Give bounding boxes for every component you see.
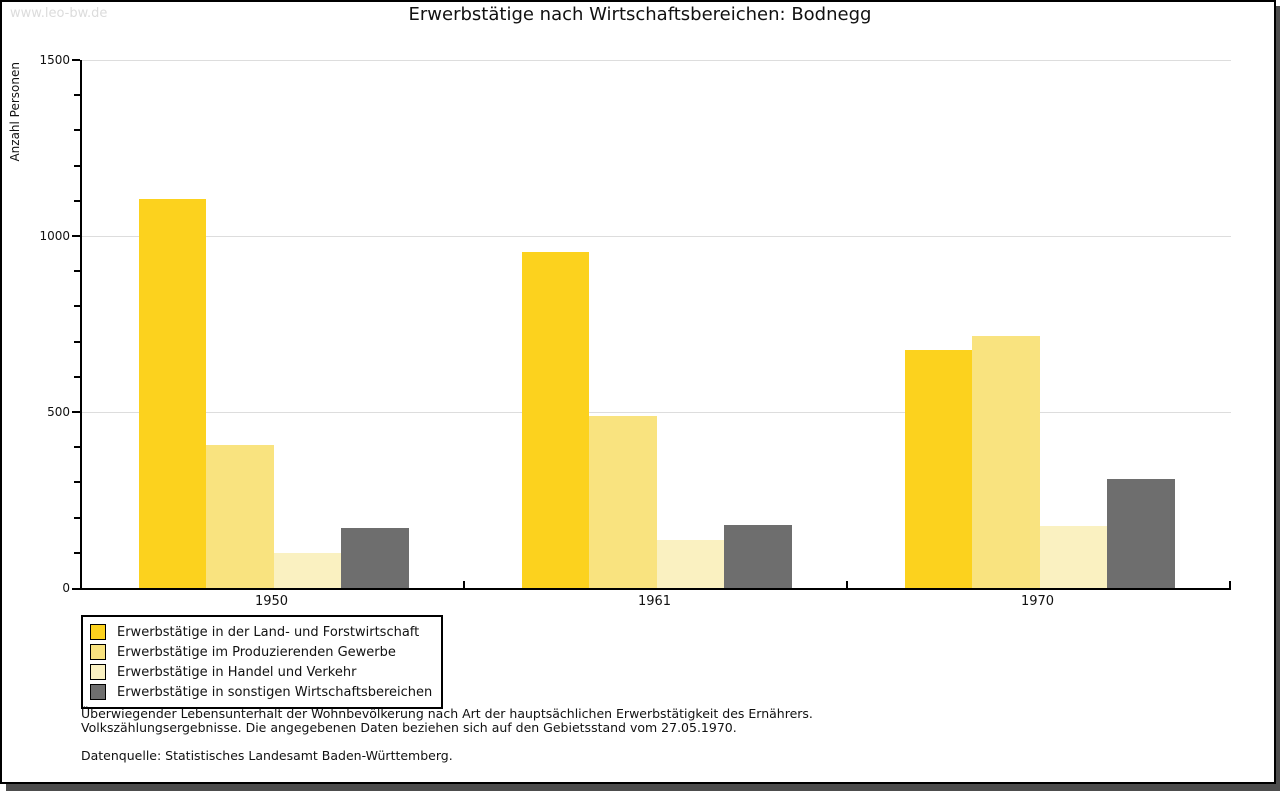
- legend-item: Erwerbstätige in Handel und Verkehr: [90, 662, 432, 682]
- plot-area: [80, 60, 1231, 590]
- bar-1950-series-1: [138, 199, 206, 588]
- bar-1961-series-4: [724, 524, 792, 588]
- y-tick-label-0: 0: [62, 581, 70, 595]
- legend-item-label: Erwerbstätige in Handel und Verkehr: [117, 664, 357, 680]
- y-minor-tick: [74, 199, 80, 202]
- chart-title: Erwerbstätige nach Wirtschaftsbereichen:…: [408, 4, 872, 25]
- y-minor-tick: [74, 94, 80, 97]
- x-tick-label-1970: 1970: [1020, 594, 1055, 609]
- x-tick-label-1950: 1950: [254, 594, 289, 609]
- bar-1950-series-2: [206, 445, 274, 588]
- legend-item-label: Erwerbstätige im Produzierenden Gewerbe: [117, 644, 396, 660]
- bar-1950-series-3: [273, 552, 341, 588]
- legend-item-label: Erwerbstätige in der Land- und Forstwirt…: [117, 624, 420, 640]
- y-minor-tick: [74, 516, 80, 519]
- x-axis-tick: [846, 581, 848, 588]
- y-minor-tick: [74, 375, 80, 378]
- gridline-1500: [82, 60, 1231, 61]
- gridline-1000: [82, 236, 1231, 237]
- window-shadow-right: [1276, 6, 1280, 791]
- bar-1961-series-1: [521, 251, 589, 588]
- legend: Erwerbstätige in der Land- und Forstwirt…: [81, 615, 444, 709]
- legend-swatch: [90, 624, 106, 640]
- gridline-500: [82, 412, 1231, 413]
- legend-swatch: [90, 664, 106, 680]
- y-minor-tick: [74, 270, 80, 273]
- bar-1950-series-4: [341, 528, 409, 588]
- y-minor-tick: [74, 551, 80, 554]
- footnote-line-1: Überwiegender Lebensunterhalt der Wohnbe…: [81, 706, 813, 721]
- footnote-text: Überwiegender Lebensunterhalt der Wohnbe…: [81, 707, 813, 734]
- x-tick-label-1961: 1961: [637, 594, 672, 609]
- y-minor-tick: [74, 129, 80, 132]
- y-minor-tick: [74, 446, 80, 449]
- legend-item: Erwerbstätige im Produzierenden Gewerbe: [90, 642, 432, 662]
- bar-1970-series-4: [1107, 478, 1175, 588]
- y-major-tick: [72, 588, 80, 590]
- bar-1970-series-1: [904, 350, 972, 588]
- y-tick-label-1000: 1000: [39, 229, 70, 243]
- legend-swatch: [90, 684, 106, 700]
- y-tick-label-1500: 1500: [39, 53, 70, 67]
- bar-1961-series-2: [589, 415, 657, 588]
- bar-1961-series-3: [656, 540, 724, 588]
- y-minor-tick: [74, 164, 80, 167]
- footnote-line-2: Volkszählungsergebnisse. Die angegebenen…: [81, 719, 737, 735]
- y-minor-tick: [74, 305, 80, 308]
- legend-item: Erwerbstätige in der Land- und Forstwirt…: [90, 622, 432, 642]
- y-major-tick: [72, 235, 80, 237]
- y-axis-label: Anzahl Personen: [8, 62, 22, 162]
- data-source-text: Datenquelle: Statistisches Landesamt Bad…: [81, 748, 453, 763]
- legend-item: Erwerbstätige in sonstigen Wirtschaftsbe…: [90, 682, 432, 702]
- y-minor-tick: [74, 340, 80, 343]
- bar-1970-series-3: [1039, 526, 1107, 588]
- y-tick-label-500: 500: [47, 405, 70, 419]
- x-axis-tick: [1229, 581, 1231, 588]
- legend-swatch: [90, 644, 106, 660]
- y-minor-tick: [74, 481, 80, 484]
- watermark: www.leo-bw.de: [10, 6, 108, 21]
- x-axis-tick: [463, 581, 465, 588]
- y-major-tick: [72, 411, 80, 413]
- legend-item-label: Erwerbstätige in sonstigen Wirtschaftsbe…: [117, 684, 433, 700]
- window-shadow-bottom: [6, 784, 1280, 791]
- y-major-tick: [72, 59, 80, 61]
- bar-1970-series-2: [972, 336, 1040, 588]
